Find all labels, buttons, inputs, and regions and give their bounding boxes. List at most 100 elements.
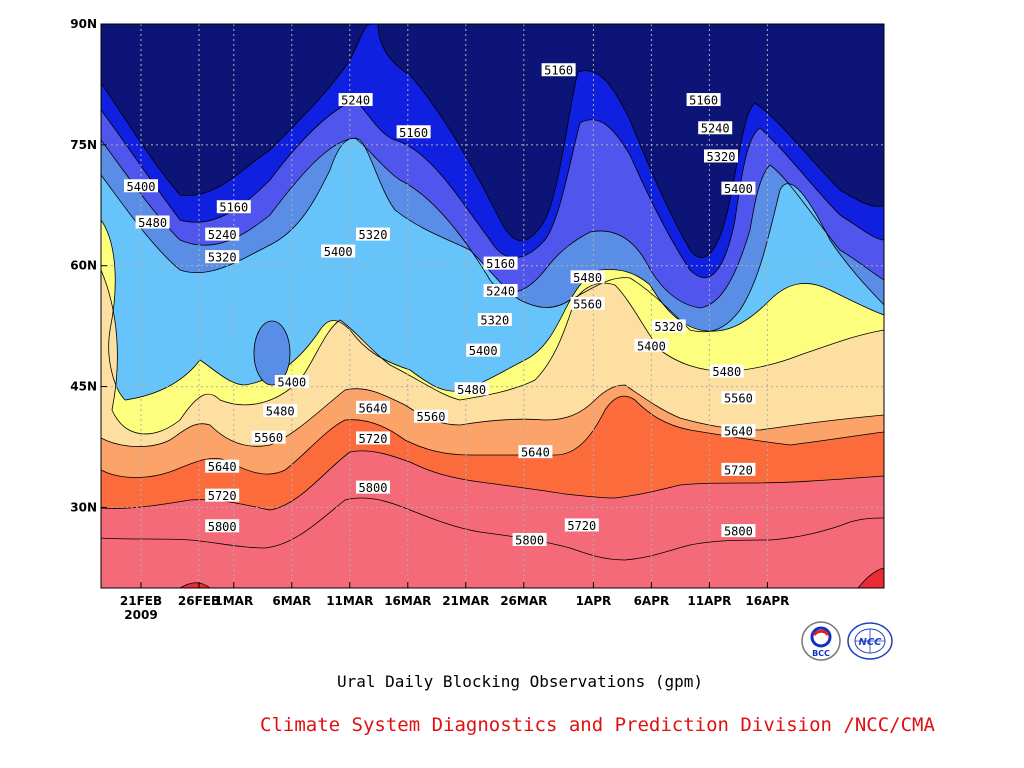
contour-label-text: 5160 — [486, 257, 515, 271]
contour-label: 5480 — [135, 215, 170, 230]
contour-label: 5160 — [483, 256, 518, 271]
band-max — [858, 568, 884, 588]
contour-label-text: 5800 — [515, 533, 544, 547]
x-tick-label: 6APR — [634, 594, 670, 608]
contour-label-bg — [634, 338, 669, 352]
contour-label-text: 5400 — [324, 245, 353, 259]
contour-label-bg — [709, 364, 744, 378]
contour-label-text: 5400 — [127, 180, 156, 194]
y-tick-label: 90N — [70, 17, 97, 31]
x-tick-label: 11APR — [687, 594, 731, 608]
x-tick-label: 16MAR — [384, 594, 431, 608]
contour-label-text: 5480 — [138, 216, 167, 230]
contour-label-text: 5240 — [486, 284, 515, 298]
contour-label-bg — [721, 424, 756, 438]
contour-label: 5320 — [704, 149, 738, 164]
contour-label-bg — [483, 283, 518, 297]
contour-label-bg — [721, 524, 756, 538]
contour-label: 5400 — [721, 181, 756, 196]
contour-label: 5480 — [709, 364, 744, 379]
contour-label: 5400 — [466, 343, 501, 358]
ncc-logo-icon: NCC — [847, 622, 893, 660]
contour-label-bg — [518, 445, 553, 459]
y-tick-label: 75N — [70, 138, 97, 152]
contour-label-text: 5560 — [254, 431, 283, 445]
contour-label-text: 5800 — [359, 481, 388, 495]
x-tick-label: 11MAR — [326, 594, 373, 608]
contour-label-bg — [651, 319, 686, 333]
contour-label-bg — [414, 409, 448, 423]
contour-label: 5400 — [274, 375, 309, 390]
contour-label-text: 5800 — [724, 525, 753, 539]
contour-label-bg — [454, 382, 489, 396]
contour-label-bg — [686, 93, 721, 107]
contour-label-text: 5240 — [341, 94, 370, 108]
contour-label-text: 5400 — [469, 344, 498, 358]
contour-label: 5560 — [414, 409, 448, 424]
plot-frame — [100, 23, 885, 589]
chart-caption: Ural Daily Blocking Observations (gpm) — [336, 672, 704, 691]
contour-label-text: 5480 — [712, 365, 741, 379]
contour-label-text: 5720 — [567, 519, 596, 533]
x-tick-label: 16APR — [745, 594, 789, 608]
contour-label-text: 5160 — [399, 126, 428, 140]
bcc-logo: BCC — [800, 620, 842, 666]
contour-label-bg — [205, 519, 240, 533]
contour-label: 5720 — [564, 518, 599, 533]
contour-label-bg — [721, 181, 756, 195]
x-tick-label: 21FEB — [120, 594, 162, 608]
contour-label-text: 5160 — [544, 64, 573, 78]
contour-label: 5240 — [698, 121, 733, 136]
contour-label-text: 5720 — [724, 463, 753, 477]
contour-label-bg — [338, 93, 373, 107]
contour-label: 5480 — [570, 270, 605, 285]
band-5800-above — [101, 497, 884, 588]
contour-label: 5720 — [205, 488, 240, 503]
x-tick-label: 21MAR — [442, 594, 489, 608]
x-tick-label: 6MAR — [272, 594, 311, 608]
contour-label-bg — [356, 480, 390, 494]
contour-label: 5320 — [356, 227, 390, 242]
contour-label-bg — [570, 270, 605, 284]
contour-label-bg — [704, 149, 738, 163]
y-tick-label: 60N — [70, 259, 97, 273]
contour-label-text: 5560 — [417, 410, 446, 424]
contour-label-text: 5640 — [724, 425, 753, 439]
y-tick-label: 30N — [70, 500, 97, 514]
contour-label: 5320 — [477, 313, 512, 328]
contour-label-bg — [263, 404, 298, 418]
grid-lines — [101, 24, 884, 588]
contour-label-text: 5640 — [359, 401, 388, 415]
contour-label-text: 5320 — [208, 251, 237, 265]
contour-label: 5160 — [396, 125, 431, 140]
contour-label-bg — [135, 215, 170, 229]
contour-label-bg — [356, 227, 390, 241]
contour-label-bg — [466, 343, 501, 357]
contour-label-text: 5320 — [654, 320, 683, 334]
contour-label-bg — [205, 459, 240, 473]
contour-label-text: 5320 — [707, 150, 736, 164]
contour-label-text: 5720 — [208, 489, 237, 503]
contour-label: 5160 — [686, 93, 721, 108]
contour-label: 5320 — [651, 319, 686, 334]
bcc-logo-icon: BCC — [801, 621, 841, 661]
contour-label-bg — [541, 63, 576, 77]
contour-label: 5400 — [321, 244, 356, 259]
contour-label-bg — [205, 227, 240, 241]
contour-label-bg — [698, 121, 733, 135]
contour-label-text: 5320 — [480, 314, 509, 328]
ncc-logo-text: NCC — [858, 637, 882, 648]
contour-label: 5560 — [570, 296, 605, 311]
contour-label: 5400 — [634, 338, 669, 353]
contour-label-text: 5560 — [573, 297, 602, 311]
contour-label: 5800 — [512, 532, 547, 547]
contour-label-bg — [570, 296, 605, 310]
contour-label-text: 5400 — [277, 376, 306, 390]
contour-label-bg — [356, 400, 390, 414]
contour-label: 5640 — [721, 424, 756, 439]
x-tick-label: 1APR — [576, 594, 612, 608]
contour-label-bg — [396, 125, 431, 139]
contour-label-text: 5160 — [219, 201, 248, 215]
